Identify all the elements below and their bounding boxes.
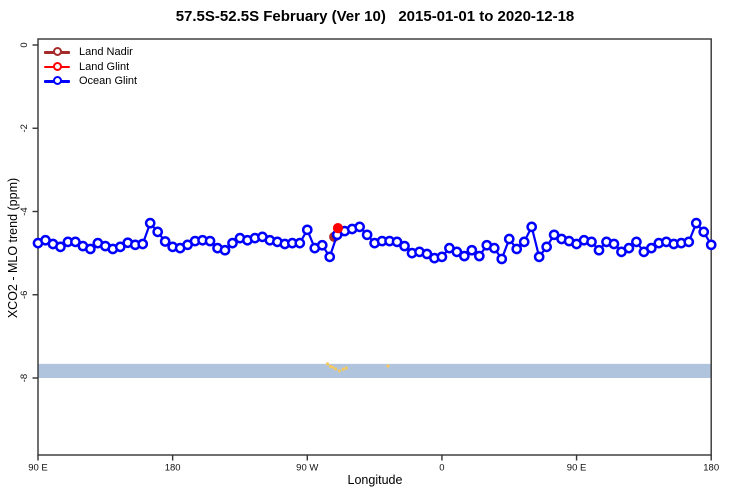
ocean-glint-point (421, 248, 433, 260)
ocean-glint-point (227, 237, 238, 249)
y-axis-ticks: 0 -2 -4 -6 -8 (19, 42, 38, 382)
ocean-glint-point (690, 217, 702, 229)
ocean-glint-point (526, 221, 538, 233)
chart-title: 57.5S-52.5S February (Ver 10) 2015-01-01… (175, 8, 575, 25)
y-tick-label: 0 (19, 42, 30, 47)
ocean-glint-point (533, 251, 545, 263)
orange-speck (341, 367, 345, 371)
y-axis-label: XCO2 - MLO trend (ppm) (6, 177, 20, 319)
ocean-glint-point (204, 235, 216, 247)
ocean-glint-point (548, 229, 560, 241)
ocean-glint-point (646, 242, 657, 254)
ocean-glint-point (354, 221, 365, 233)
ocean-glint-point (586, 236, 597, 248)
ocean-glint-point (399, 240, 410, 252)
legend: Land Nadir Land Glint Ocean Glint (44, 45, 137, 89)
ocean-glint-point (436, 251, 448, 263)
data-series (32, 217, 717, 265)
y-tick-label: -6 (19, 291, 30, 299)
x-axis-ticks: 90 E 180 90 W 0 90 E 180 (28, 455, 719, 474)
ocean-glint-point (541, 241, 552, 253)
land-nadir-marker-icon (44, 45, 70, 59)
legend-item-land-glint: Land Glint (44, 60, 137, 75)
ocean-glint-point (301, 224, 313, 236)
ocean-glint-point (459, 250, 470, 262)
shaded-band (38, 363, 712, 378)
ocean-glint-point (466, 244, 478, 256)
legend-item-land-nadir: Land Nadir (44, 45, 137, 60)
y-tick-label: -4 (19, 207, 30, 215)
ocean-glint-point (473, 250, 485, 262)
y-tick-label: -2 (19, 124, 30, 132)
x-tick-label: 0 (439, 463, 444, 474)
ocean-glint-point (114, 241, 126, 253)
orange-speck (386, 364, 390, 368)
y-tick-label: -8 (19, 374, 30, 382)
ocean-glint-point (324, 251, 336, 263)
x-tick-label: 180 (165, 463, 181, 474)
ocean-glint-point (85, 243, 96, 255)
x-tick-label: 90 E (567, 463, 587, 474)
ocean-glint-point (496, 253, 508, 265)
ocean-glint-point (683, 236, 695, 248)
legend-item-ocean-glint: Ocean Glint (44, 74, 137, 89)
legend-label: Ocean Glint (79, 75, 138, 88)
ocean-glint-point (488, 242, 500, 254)
x-tick-label: 90 W (296, 463, 318, 474)
land-glint-marker-icon (44, 60, 70, 74)
ocean-glint-point (593, 244, 605, 256)
ocean-glint-point (391, 236, 403, 248)
ocean-glint-point (294, 237, 306, 249)
x-tick-label: 90 E (28, 463, 48, 474)
ocean-glint-point (137, 238, 149, 250)
ocean-glint-point (518, 236, 530, 248)
orange-speck (344, 366, 348, 370)
ocean-glint-point (451, 246, 463, 258)
legend-label: Land Nadir (79, 46, 133, 59)
ocean-glint-point (316, 239, 328, 251)
ocean-glint-point (608, 238, 620, 250)
orange-speck (337, 369, 342, 373)
ocean-glint-point (361, 229, 373, 241)
ocean-glint-point (55, 241, 66, 253)
ocean-glint-point (698, 226, 710, 238)
x-tick-label: 180 (703, 463, 719, 474)
orange-marks (325, 362, 390, 373)
x-axis-label: Longitude (347, 473, 403, 487)
ocean-glint-point (503, 233, 515, 245)
orange-speck (325, 362, 330, 366)
ocean-glint-point (631, 236, 642, 248)
lightblue-band (38, 363, 712, 378)
ocean-glint-point (511, 243, 523, 255)
legend-label: Land Glint (79, 60, 130, 73)
orange-speck (331, 365, 335, 369)
ocean-glint-point (70, 236, 81, 248)
land-glint-point (332, 223, 344, 234)
ocean-glint-point (144, 217, 156, 229)
ocean-glint-point (219, 244, 231, 256)
ocean-glint-point (623, 242, 635, 254)
ocean-glint-point (152, 226, 164, 238)
orange-speck (334, 367, 338, 371)
ocean-glint-point (705, 239, 717, 251)
ocean-glint-marker-icon (44, 74, 70, 88)
ocean-glint-point (159, 236, 171, 247)
